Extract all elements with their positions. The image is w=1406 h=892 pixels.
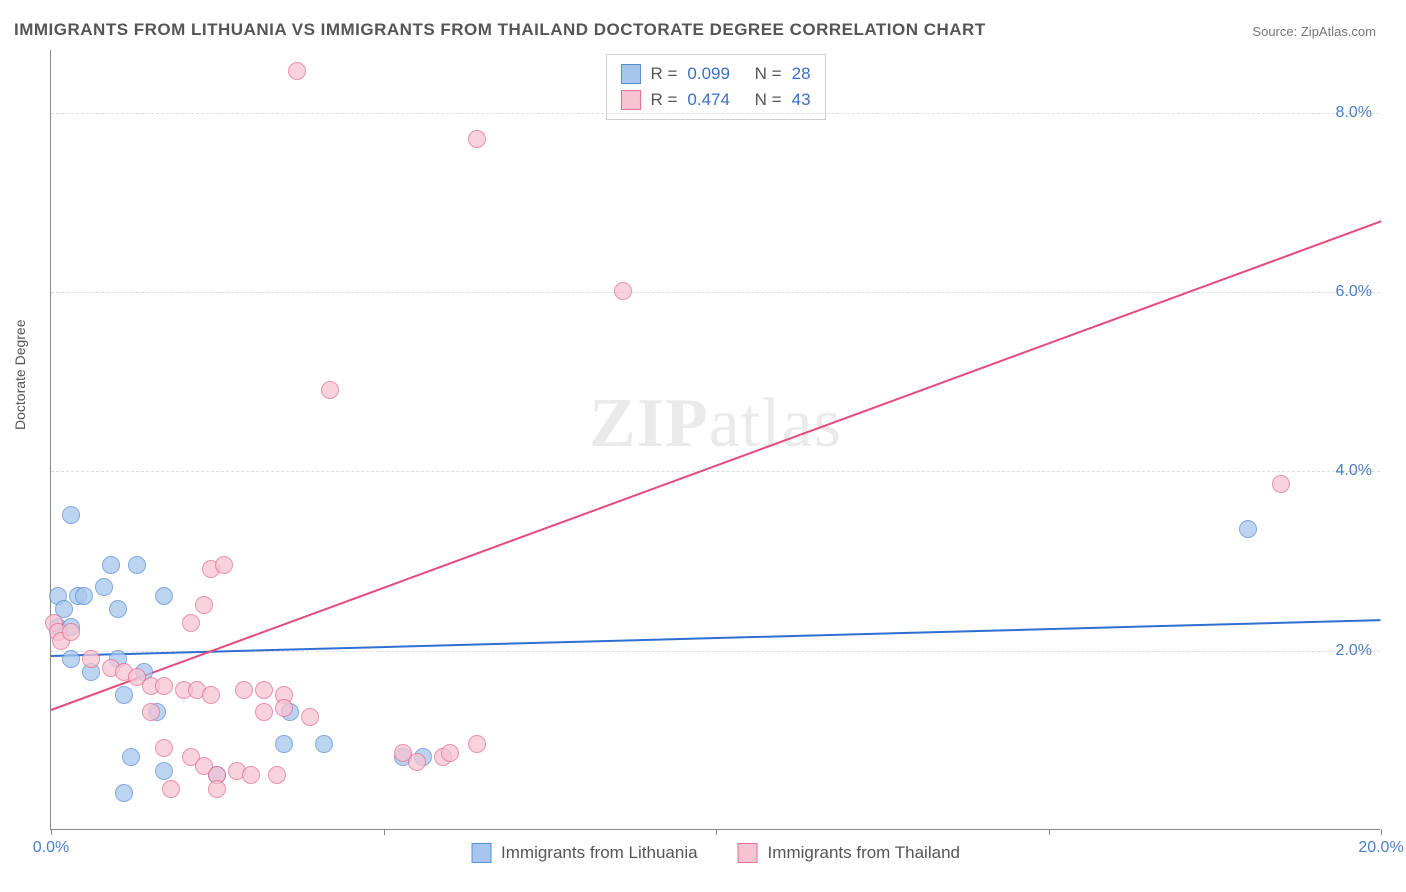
x-tick [384, 829, 385, 835]
chart-container: IMMIGRANTS FROM LITHUANIA VS IMMIGRANTS … [0, 0, 1406, 892]
legend-label-thailand: Immigrants from Thailand [768, 843, 960, 863]
data-point [408, 753, 426, 771]
watermark-bold: ZIP [589, 385, 709, 462]
legend-series: Immigrants from Lithuania Immigrants fro… [471, 843, 960, 863]
swatch-lithuania-icon [471, 843, 491, 863]
data-point [122, 748, 140, 766]
data-point [62, 506, 80, 524]
r-value-lithuania: 0.099 [687, 61, 730, 87]
n-value-thailand: 43 [792, 87, 811, 113]
data-point [268, 766, 286, 784]
data-point [468, 130, 486, 148]
data-point [288, 62, 306, 80]
watermark: ZIPatlas [589, 384, 842, 464]
n-label: N = [755, 87, 782, 113]
swatch-thailand-icon [738, 843, 758, 863]
x-tick [1381, 829, 1382, 835]
gridline [51, 471, 1380, 472]
y-axis-label: Doctorate Degree [12, 319, 28, 430]
legend-row-thailand: R = 0.474 N = 43 [620, 87, 810, 113]
data-point [441, 744, 459, 762]
data-point [155, 677, 173, 695]
legend-correlation-box: R = 0.099 N = 28 R = 0.474 N = 43 [605, 54, 825, 120]
r-label: R = [650, 61, 677, 87]
data-point [142, 703, 160, 721]
watermark-rest: atlas [709, 385, 842, 462]
data-point [275, 699, 293, 717]
x-tick-label: 20.0% [1358, 839, 1403, 857]
legend-item-lithuania: Immigrants from Lithuania [471, 843, 698, 863]
data-point [202, 686, 220, 704]
data-point [275, 735, 293, 753]
data-point [162, 780, 180, 798]
n-label: N = [755, 61, 782, 87]
y-tick-label: 4.0% [1336, 462, 1372, 480]
x-tick [51, 829, 52, 835]
y-tick-label: 8.0% [1336, 104, 1372, 122]
chart-title: IMMIGRANTS FROM LITHUANIA VS IMMIGRANTS … [14, 20, 986, 40]
source-link[interactable]: ZipAtlas.com [1301, 24, 1376, 39]
data-point [215, 556, 233, 574]
x-tick [716, 829, 717, 835]
data-point [155, 739, 173, 757]
y-tick-label: 2.0% [1336, 642, 1372, 660]
y-tick-label: 6.0% [1336, 283, 1372, 301]
source-label: Source: [1252, 24, 1297, 39]
data-point [109, 600, 127, 618]
data-point [62, 650, 80, 668]
data-point [255, 703, 273, 721]
data-point [1272, 475, 1290, 493]
data-point [242, 766, 260, 784]
data-point [75, 587, 93, 605]
data-point [155, 762, 173, 780]
data-point [614, 282, 632, 300]
data-point [62, 623, 80, 641]
data-point [182, 614, 200, 632]
data-point [255, 681, 273, 699]
data-point [115, 686, 133, 704]
data-point [82, 650, 100, 668]
legend-label-lithuania: Immigrants from Lithuania [501, 843, 698, 863]
legend-row-lithuania: R = 0.099 N = 28 [620, 61, 810, 87]
data-point [235, 681, 253, 699]
r-label: R = [650, 87, 677, 113]
data-point [468, 735, 486, 753]
data-point [195, 596, 213, 614]
r-value-thailand: 0.474 [687, 87, 730, 113]
data-point [208, 780, 226, 798]
data-point [1239, 520, 1257, 538]
swatch-lithuania [620, 64, 640, 84]
gridline [51, 113, 1380, 114]
data-point [155, 587, 173, 605]
n-value-lithuania: 28 [792, 61, 811, 87]
data-point [315, 735, 333, 753]
plot-area: ZIPatlas R = 0.099 N = 28 R = 0.474 N = … [50, 50, 1380, 830]
swatch-thailand [620, 90, 640, 110]
x-tick-label: 0.0% [33, 839, 69, 857]
data-point [95, 578, 113, 596]
legend-item-thailand: Immigrants from Thailand [738, 843, 960, 863]
data-point [102, 556, 120, 574]
data-point [321, 381, 339, 399]
data-point [301, 708, 319, 726]
data-point [115, 784, 133, 802]
data-point [128, 556, 146, 574]
x-tick [1049, 829, 1050, 835]
source-attribution: Source: ZipAtlas.com [1252, 24, 1376, 39]
